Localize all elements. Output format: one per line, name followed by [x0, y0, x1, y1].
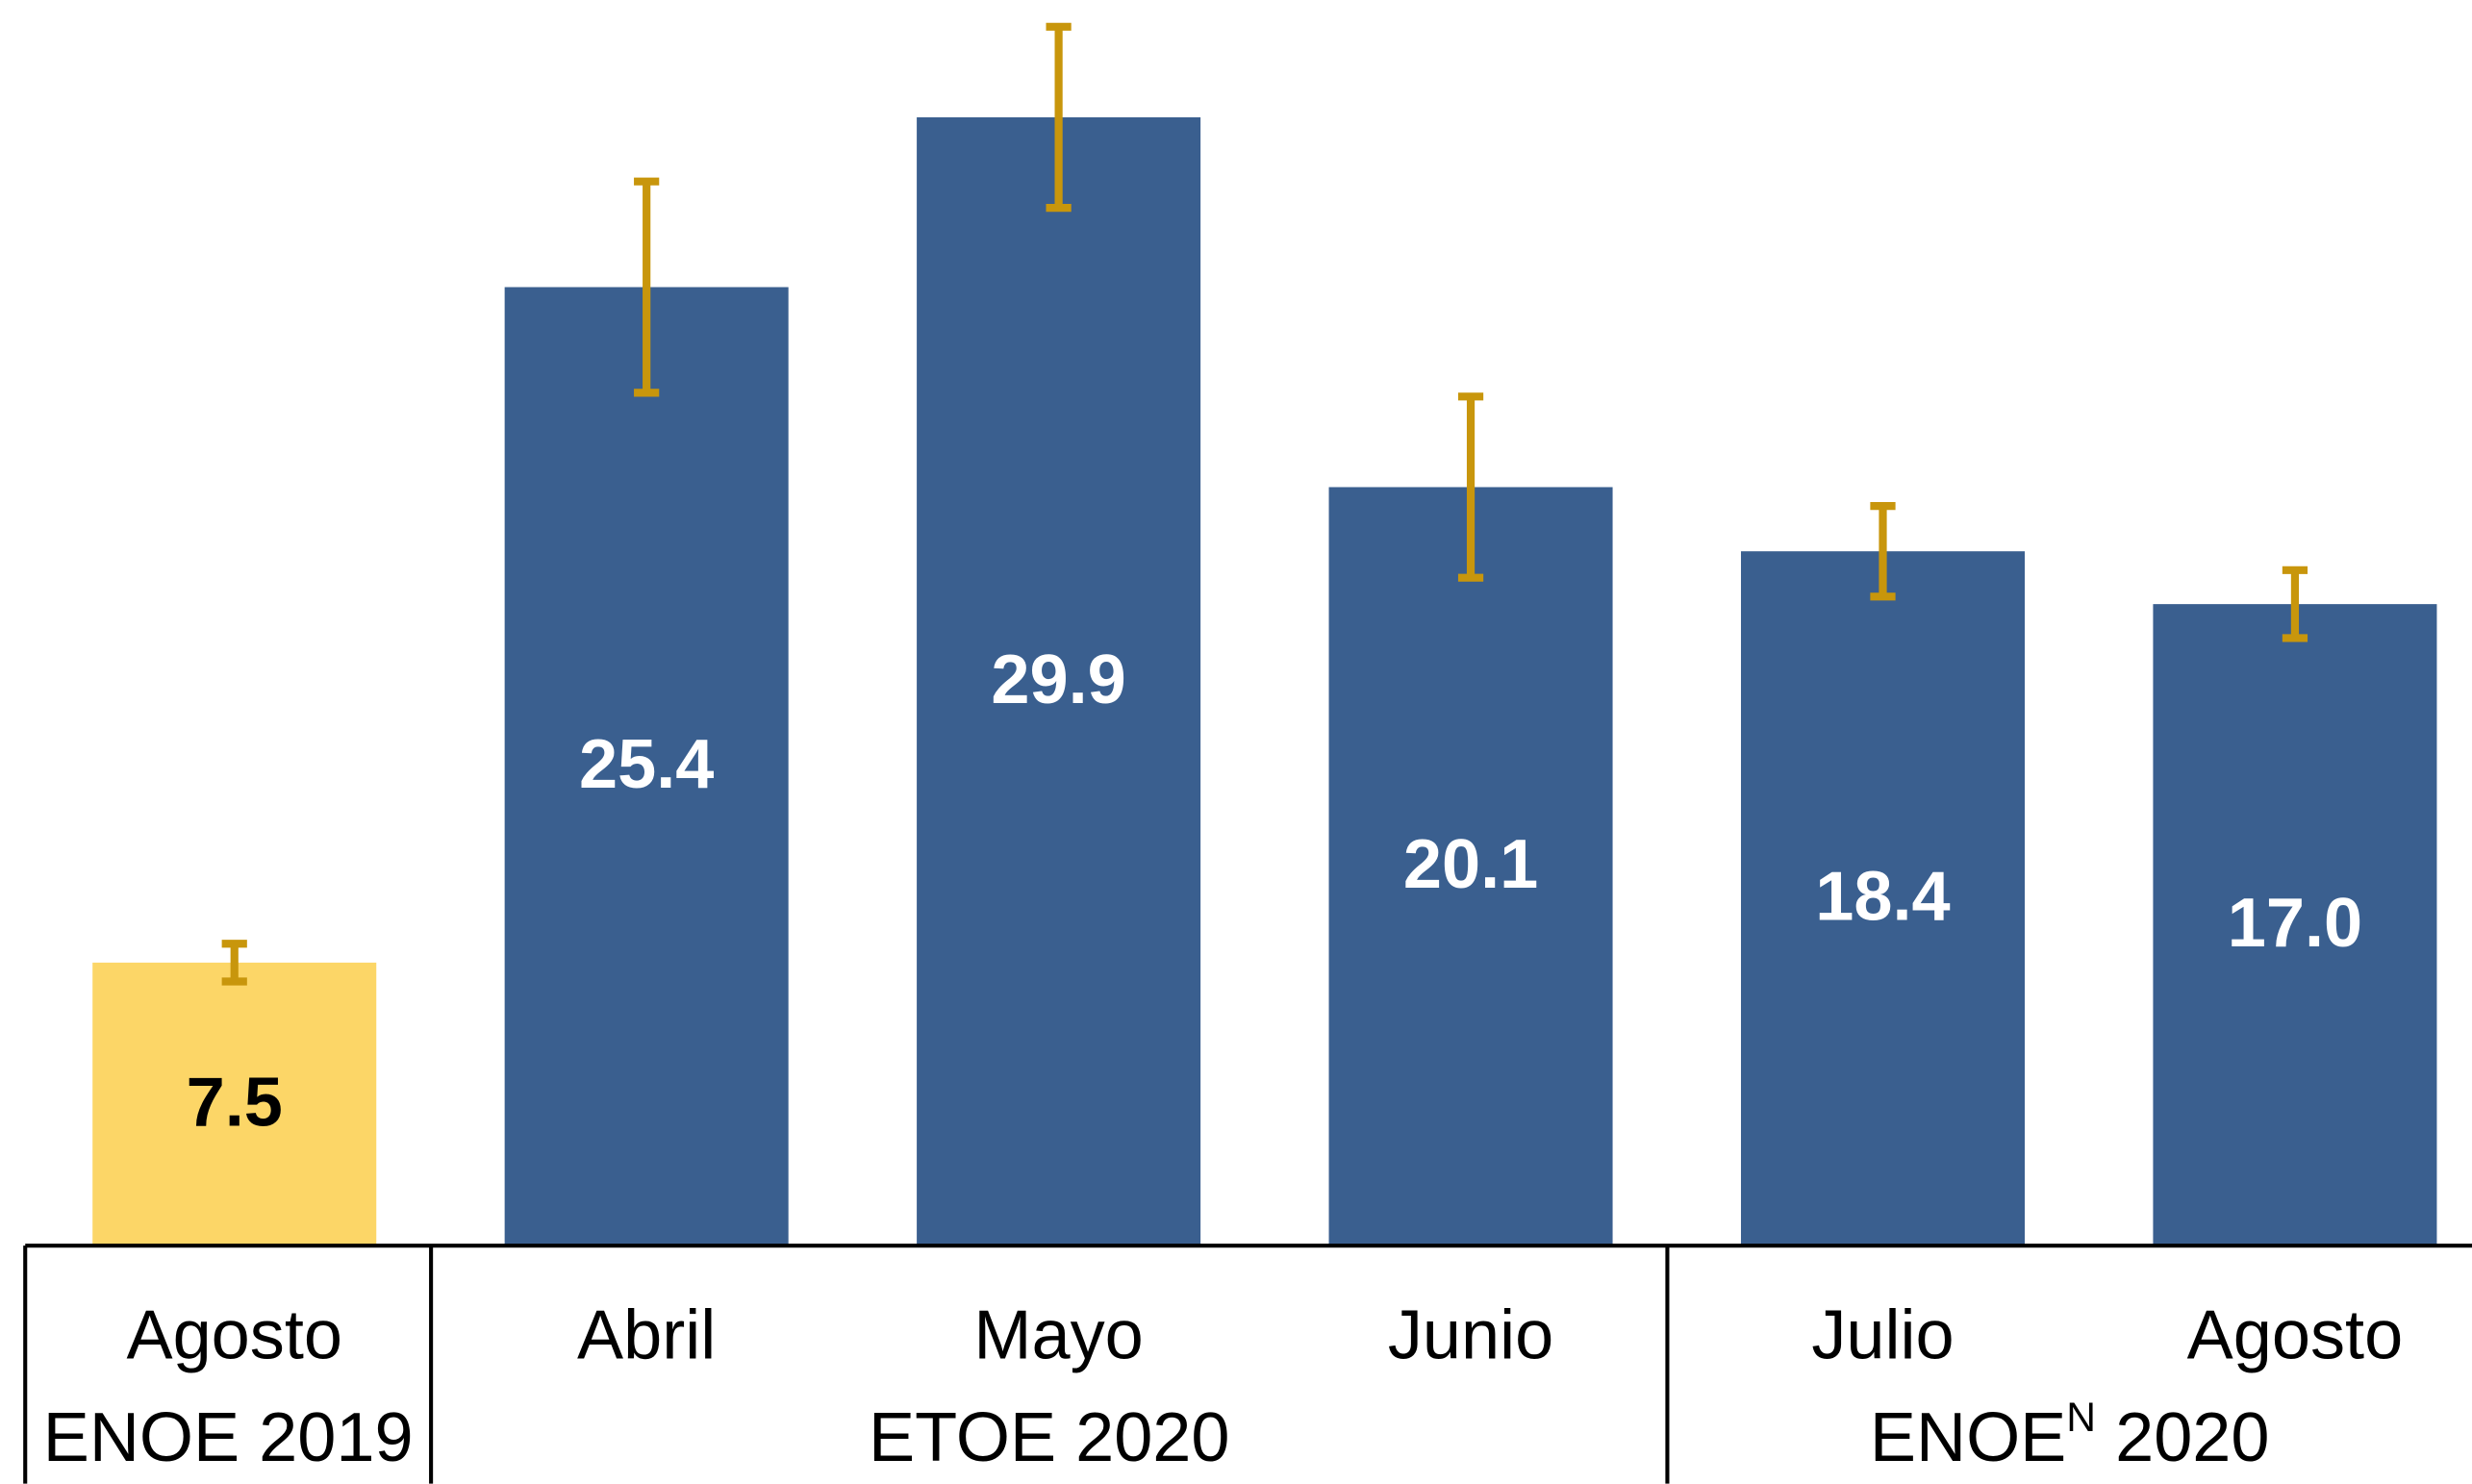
group-label-part: ENOE — [1870, 1399, 2066, 1476]
group-label: ENOE 2019 — [43, 1399, 414, 1476]
category-label: Agosto — [126, 1297, 342, 1374]
bar — [1328, 487, 1613, 1246]
plot-area: 7.5 25.4 29.9 20.1 18.4 17.0 — [92, 22, 2437, 1246]
category-label: Mayo — [973, 1297, 1143, 1374]
error-bar — [2282, 566, 2308, 642]
category-label: Julio — [1811, 1297, 1954, 1374]
value-label: 29.9 — [991, 641, 1125, 718]
error-bar — [221, 940, 247, 986]
category-label: Agosto — [2187, 1297, 2404, 1374]
group-label-part: ENOE 2019 — [43, 1399, 414, 1476]
value-label: 17.0 — [2228, 885, 2362, 962]
category-label: Abril — [577, 1297, 716, 1374]
category-table: Agosto Abril Mayo Junio Julio Agosto ENOE 2019… — [23, 1244, 2472, 1484]
error-bar — [1457, 392, 1484, 582]
group-label: ETOE 2020 — [869, 1399, 1229, 1476]
group-label-part: ETOE 2020 — [869, 1399, 1229, 1476]
bar — [1740, 551, 2026, 1246]
value-label: 20.1 — [1403, 826, 1538, 903]
group-label: ENOEN 2020 — [1870, 1395, 2270, 1476]
bar — [92, 962, 377, 1246]
value-label: 7.5 — [187, 1064, 283, 1141]
category-label: Junio — [1388, 1297, 1553, 1374]
group-label-part: 2020 — [2096, 1399, 2269, 1476]
error-bar — [1046, 22, 1072, 213]
bar — [917, 116, 1201, 1246]
value-label: 18.4 — [1815, 859, 1950, 936]
error-bar — [634, 177, 660, 397]
group-label-part: N — [2066, 1395, 2096, 1441]
bar — [2153, 604, 2437, 1246]
error-bar — [1870, 502, 1896, 601]
bar — [504, 287, 789, 1246]
value-label: 25.4 — [579, 726, 714, 803]
